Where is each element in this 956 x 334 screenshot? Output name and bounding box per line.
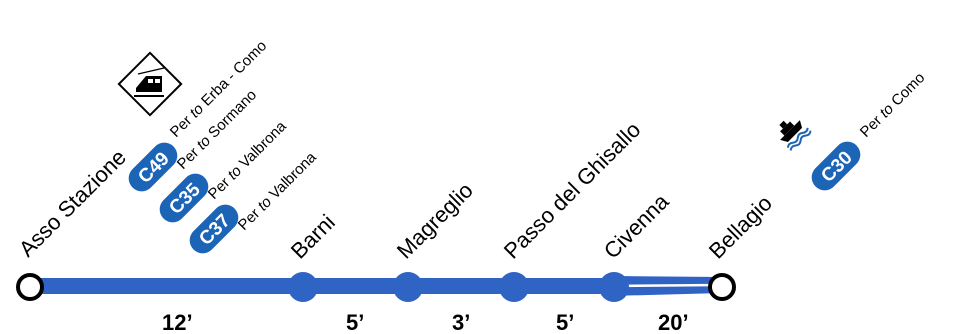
stop-label-barni: Barni [286,210,340,264]
bus-badge-c37: C37 [184,199,243,258]
stop-label-magreglio: Magreglio [392,178,478,264]
travel-time-2: 5’ [346,310,364,334]
connection-c30-label: Per to Como [857,69,929,141]
stop-label-civenna: Civenna [599,188,674,263]
travel-time-3: 3’ [452,310,470,334]
ferry-icon [772,112,811,151]
stop-terminal-asso [18,275,42,299]
stop-terminal-bellagio [710,275,734,299]
train-icon [118,52,181,115]
travel-time-4: 5’ [556,310,574,334]
stop-label-bellagio: Bellagio [704,191,777,264]
travel-time-5: 20’ [658,310,689,334]
bus-badge-c49: C49 [123,137,182,196]
bus-badge-c35: C35 [154,168,213,227]
stop-label-asso: Asso Stazione [14,144,131,261]
stop-civenna [599,272,629,302]
stop-magreglio [393,272,423,302]
stop-barni [288,272,318,302]
travel-time-1: 12’ [162,310,193,334]
stop-passo-del-ghisallo [499,272,529,302]
bus-badge-c30: C30 [806,136,865,195]
